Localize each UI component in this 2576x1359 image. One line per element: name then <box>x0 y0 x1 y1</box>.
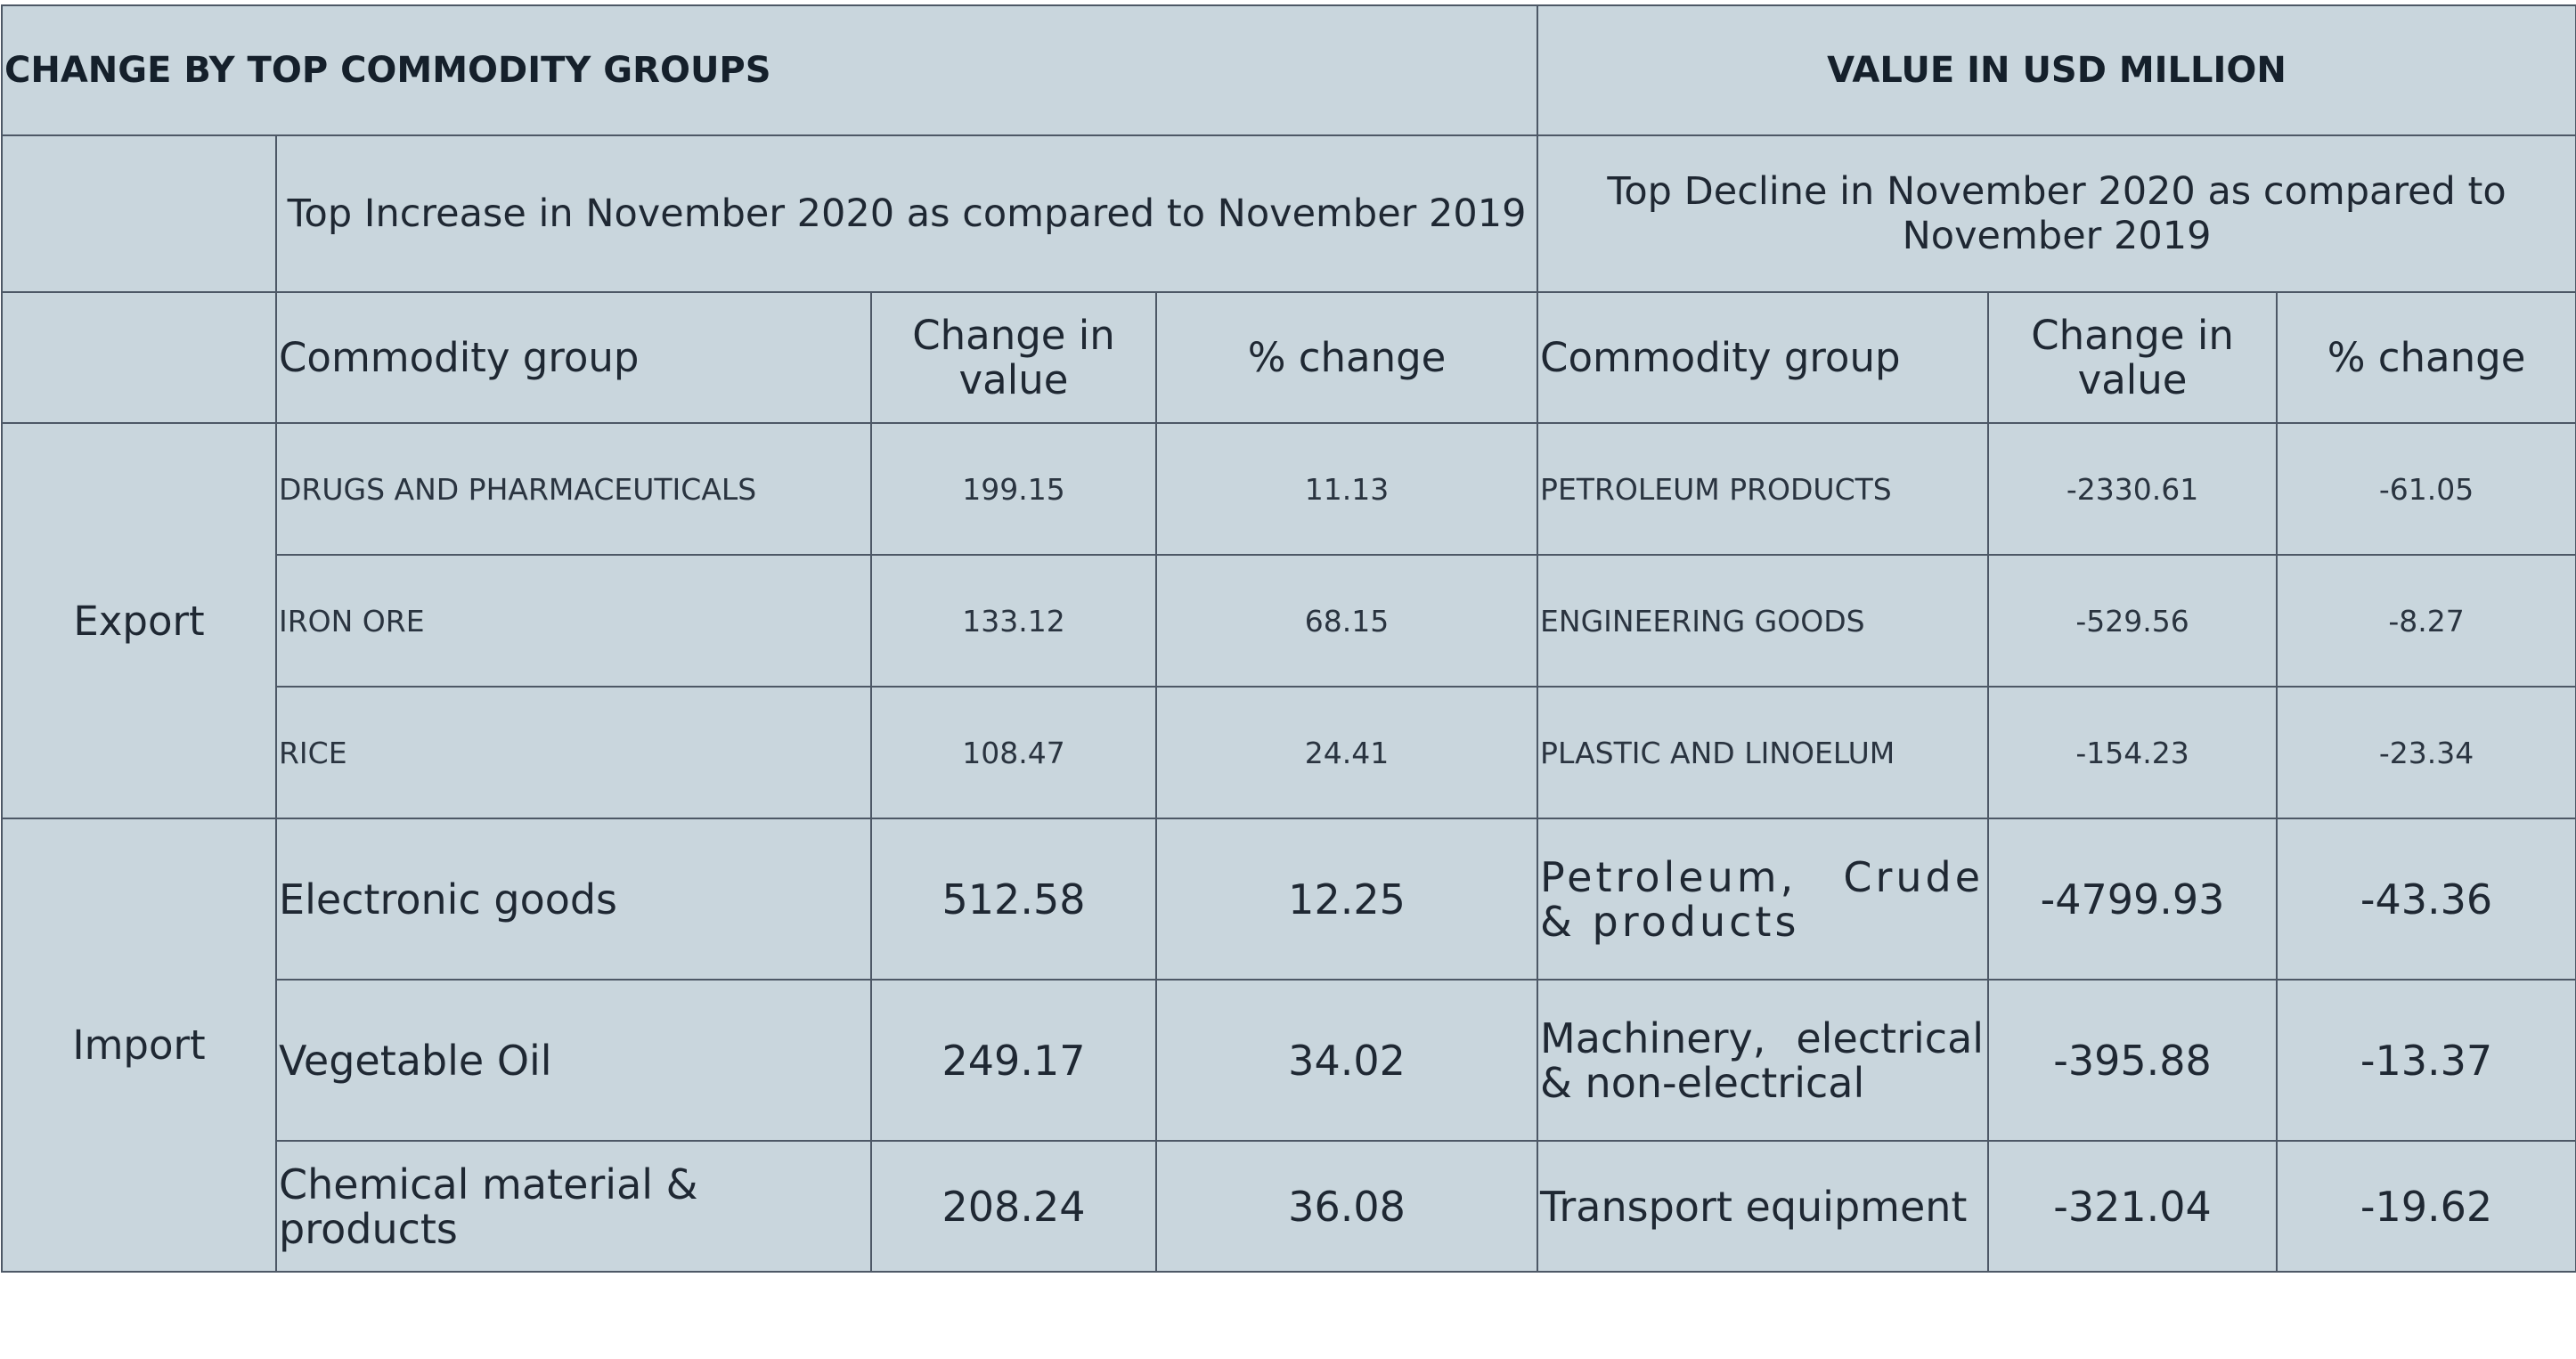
table-row: RICE 108.47 24.41 PLASTIC AND LINOELUM -… <box>2 686 2576 819</box>
increase-change-value: 199.15 <box>870 422 1157 556</box>
empty-label-cell <box>1 291 277 424</box>
decline-change-value: -4799.93 <box>1987 818 2278 981</box>
increase-commodity: Electronic goods <box>275 818 872 981</box>
increase-commodity: IRON ORE <box>275 554 872 688</box>
increase-change-value: 208.24 <box>870 1140 1157 1273</box>
title-row: CHANGE BY TOP COMMODITY GROUPS VALUE IN … <box>0 4 2576 136</box>
increase-pct-change: 11.13 <box>1154 422 1539 556</box>
table-row: Chemical material & products 208.24 36.0… <box>2 1140 2576 1273</box>
empty-corner-cell <box>1 134 277 293</box>
subheader-row: Top Increase in November 2020 as compare… <box>1 134 2576 293</box>
decline-pct-change: -13.37 <box>2276 979 2576 1142</box>
increase-pct-change: 12.25 <box>1154 818 1539 981</box>
decline-change-value: -529.56 <box>1987 554 2278 688</box>
decline-pct-change: -23.34 <box>2276 686 2576 819</box>
decline-pct-change: -8.27 <box>2276 554 2576 688</box>
increase-change-value: 512.58 <box>870 818 1157 981</box>
increase-change-value: 249.17 <box>870 979 1157 1142</box>
increase-pct-change: 68.15 <box>1154 554 1539 688</box>
table-row: Vegetable Oil 249.17 34.02 Machinery, el… <box>2 979 2576 1142</box>
decline-pct-change: -19.62 <box>2276 1140 2576 1273</box>
increase-change-value: 108.47 <box>870 686 1157 819</box>
increase-pct-change: 34.02 <box>1154 979 1539 1142</box>
col-change-in-value-increase: Change in value <box>870 291 1157 424</box>
increase-commodity: Chemical material & products <box>275 1140 872 1273</box>
decline-pct-change: -43.36 <box>2276 818 2576 981</box>
decline-pct-change: -61.05 <box>2276 422 2576 556</box>
decline-commodity: Machinery, electrical & non-electrical <box>1537 979 1990 1142</box>
decline-commodity: Petroleum, Crude & products <box>1537 818 1990 981</box>
unit-title: VALUE IN USD MILLION <box>1537 4 2576 136</box>
decline-commodity: ENGINEERING GOODS <box>1537 554 1990 688</box>
decline-change-value: -395.88 <box>1987 979 2278 1142</box>
decline-commodity: PETROLEUM PRODUCTS <box>1537 422 1990 556</box>
column-header-row: Commodity group Change in value % change… <box>1 291 2576 424</box>
table-row: IRON ORE 133.12 68.15 ENGINEERING GOODS … <box>2 554 2576 688</box>
import-label: Import <box>1 818 277 1273</box>
decline-change-value: -154.23 <box>1987 686 2278 819</box>
increase-commodity: RICE <box>275 686 872 819</box>
increase-change-value: 133.12 <box>870 554 1157 688</box>
top-increase-heading: Top Increase in November 2020 as compare… <box>274 134 1539 293</box>
decline-commodity: Transport equipment <box>1537 1140 1990 1273</box>
increase-pct-change: 36.08 <box>1154 1140 1539 1273</box>
col-change-in-value-decline: Change in value <box>1987 291 2278 424</box>
top-decline-heading: Top Decline in November 2020 as compared… <box>1537 134 2576 293</box>
decline-change-value: -2330.61 <box>1987 422 2278 556</box>
col-pct-change-decline: % change <box>2276 291 2576 424</box>
increase-pct-change: 24.41 <box>1154 686 1539 819</box>
col-commodity-group-decline: Commodity group <box>1537 291 1990 424</box>
export-label: Export <box>1 422 277 819</box>
table-row: Export DRUGS AND PHARMACEUTICALS 199.15 … <box>1 422 2576 819</box>
col-commodity-group-increase: Commodity group <box>275 291 872 424</box>
table-title: CHANGE BY TOP COMMODITY GROUPS <box>0 4 1539 136</box>
col-pct-change-increase: % change <box>1154 291 1539 424</box>
table-row: Import Electronic goods 512.58 12.25 Pet… <box>1 818 2576 1273</box>
decline-commodity: PLASTIC AND LINOELUM <box>1537 686 1990 819</box>
increase-commodity: DRUGS AND PHARMACEUTICALS <box>275 422 872 556</box>
commodity-change-table: CHANGE BY TOP COMMODITY GROUPS VALUE IN … <box>0 4 2576 1273</box>
decline-change-value: -321.04 <box>1987 1140 2278 1273</box>
increase-commodity: Vegetable Oil <box>275 979 872 1142</box>
